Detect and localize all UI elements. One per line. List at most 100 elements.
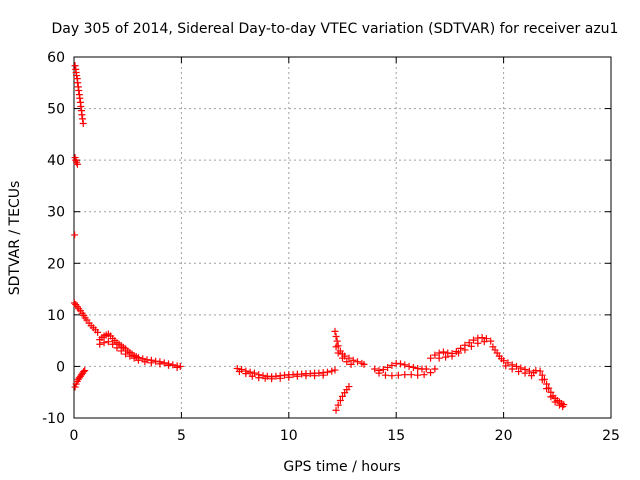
data-point	[276, 374, 284, 382]
data-point	[156, 360, 164, 368]
data-point	[113, 344, 121, 352]
y-axis-label: SDTVAR / TECUs	[7, 181, 23, 296]
data-point	[81, 367, 89, 375]
data-point	[448, 352, 456, 360]
y-tick-label: 30	[47, 205, 65, 221]
data-point	[420, 371, 428, 379]
data-point	[427, 369, 435, 377]
data-point	[543, 385, 551, 393]
data-point	[508, 365, 516, 373]
y-tick-label: 50	[47, 102, 65, 118]
data-point	[333, 337, 341, 345]
data-point	[547, 393, 555, 401]
data-point	[407, 371, 415, 379]
data-points	[70, 62, 568, 414]
data-point	[165, 361, 173, 369]
data-point	[255, 374, 263, 382]
data-point	[242, 370, 250, 378]
data-point	[409, 363, 417, 371]
data-point	[396, 360, 404, 368]
data-point	[332, 406, 340, 414]
data-point	[71, 62, 79, 70]
data-point	[293, 372, 301, 380]
data-point	[332, 343, 340, 351]
x-tick-label: 0	[70, 428, 79, 444]
data-point	[388, 361, 396, 369]
data-point	[401, 361, 409, 369]
data-point	[79, 120, 87, 128]
data-point	[70, 299, 78, 307]
data-point	[328, 367, 336, 375]
data-point	[500, 357, 508, 365]
data-point	[100, 339, 108, 347]
data-point	[141, 358, 149, 366]
x-tick-label: 5	[177, 428, 186, 444]
data-point	[349, 356, 357, 364]
data-point	[134, 356, 142, 364]
data-point	[502, 362, 510, 370]
data-point	[73, 72, 81, 80]
data-point	[461, 346, 469, 354]
data-point	[323, 368, 331, 376]
data-point	[285, 373, 293, 381]
data-point	[388, 372, 396, 380]
data-point	[78, 111, 86, 119]
data-point	[538, 376, 546, 384]
data-point	[176, 362, 184, 370]
y-tick-label: 20	[47, 256, 65, 272]
data-point	[454, 349, 462, 357]
data-point	[442, 353, 450, 361]
data-point	[345, 383, 353, 391]
data-point	[371, 365, 379, 373]
data-point	[96, 340, 104, 348]
data-point	[345, 354, 353, 362]
data-point	[405, 362, 413, 370]
chart-title: Day 305 of 2014, Sidereal Day-to-day VTE…	[52, 21, 619, 37]
data-point	[339, 354, 346, 362]
data-point	[427, 354, 435, 362]
data-point	[79, 115, 87, 123]
x-axis-label: GPS time / hours	[283, 459, 400, 475]
x-tick-label: 10	[280, 428, 298, 444]
y-tick-label: -10	[42, 411, 65, 427]
data-point	[246, 368, 254, 376]
data-point	[422, 365, 430, 373]
y-tick-label: 40	[47, 153, 65, 169]
data-point	[381, 371, 389, 379]
data-point	[375, 369, 383, 377]
data-point	[336, 396, 344, 404]
data-point	[384, 363, 392, 371]
data-point	[559, 403, 567, 411]
data-point	[360, 360, 368, 368]
data-point	[261, 374, 269, 382]
data-point	[414, 371, 422, 379]
data-point	[439, 348, 447, 356]
data-point	[465, 339, 473, 347]
data-point	[435, 354, 443, 362]
data-point	[75, 87, 83, 95]
data-point	[109, 340, 117, 348]
data-point	[517, 364, 525, 372]
data-point	[474, 339, 482, 347]
data-point	[248, 372, 256, 380]
data-point	[147, 359, 155, 367]
data-point	[536, 367, 544, 375]
data-point	[71, 231, 79, 239]
data-point	[302, 372, 310, 380]
data-point	[480, 338, 488, 346]
data-point	[94, 328, 102, 336]
data-point	[512, 362, 520, 370]
y-tick-label: 10	[47, 308, 65, 324]
data-point	[379, 366, 387, 374]
data-point	[521, 369, 529, 377]
data-point	[130, 354, 138, 362]
data-point	[515, 368, 523, 376]
x-tick-label: 25	[602, 428, 620, 444]
y-tick-label: 60	[47, 50, 65, 66]
data-point	[80, 368, 88, 376]
data-point	[487, 337, 495, 345]
data-point	[467, 342, 475, 350]
data-point	[71, 383, 79, 391]
data-point	[331, 327, 339, 335]
